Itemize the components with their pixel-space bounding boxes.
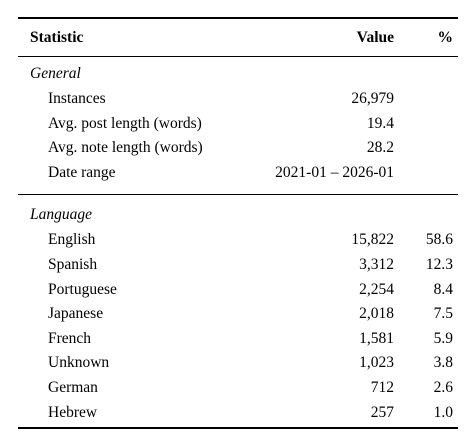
row-label: Date range <box>48 163 116 181</box>
row-label: Hebrew <box>48 403 98 421</box>
header-cell: Statistic <box>30 29 84 46</box>
rule <box>18 56 458 57</box>
cell-value: 12.3 <box>425 256 453 273</box>
cell-value: 712 <box>370 379 394 396</box>
row-label: Unknown <box>48 354 110 372</box>
cell-value: 1.0 <box>433 403 453 421</box>
cell-value: 2.6 <box>433 379 453 396</box>
row-label: English <box>48 231 96 249</box>
cell-value: 1,023 <box>359 354 394 372</box>
section-title: Language <box>30 206 92 224</box>
rule <box>18 427 458 429</box>
cell-value: 1,581 <box>359 329 394 347</box>
row-label: Portuguese <box>48 280 117 298</box>
header-cell: Value <box>356 29 394 46</box>
cell-value: 26,979 <box>351 90 394 107</box>
cell-value: 257 <box>370 403 394 421</box>
cell-value: 8.4 <box>433 280 453 298</box>
cell-value: 3,312 <box>359 256 394 273</box>
header-cell: % <box>437 29 454 46</box>
cell-value: 28.2 <box>366 139 394 157</box>
row-label: Avg. post length (words) <box>48 114 202 132</box>
row-label: Japanese <box>48 305 104 323</box>
rule <box>18 17 458 19</box>
cell-value: 3.8 <box>433 354 453 372</box>
row-label: Spanish <box>48 256 98 273</box>
row-label: Instances <box>48 90 106 107</box>
cell-value: 58.6 <box>425 231 453 249</box>
cell-value: 7.5 <box>433 305 453 323</box>
rule <box>18 194 458 196</box>
cell-value: 2021-01 – 2026-01 <box>275 163 394 181</box>
cell-value: 2,018 <box>359 305 394 323</box>
cell-value: 15,822 <box>351 231 394 249</box>
cell-value: 5.9 <box>433 329 453 347</box>
row-label: German <box>48 379 98 396</box>
row-label: French <box>48 329 92 347</box>
row-label: Avg. note length (words) <box>48 139 203 157</box>
section-title: General <box>30 65 81 82</box>
cell-value: 2,254 <box>359 280 394 298</box>
cell-value: 19.4 <box>366 114 394 132</box>
